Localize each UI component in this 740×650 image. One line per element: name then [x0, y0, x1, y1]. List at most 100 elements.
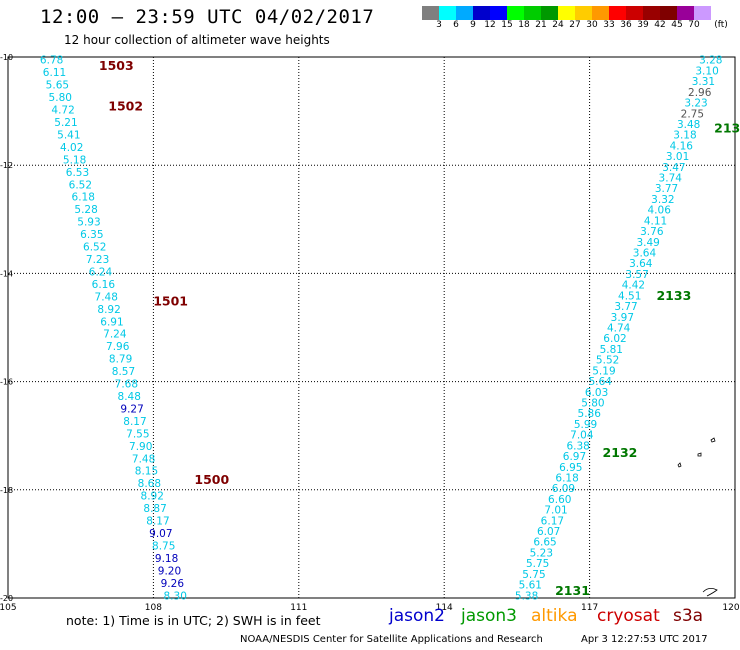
wave-height-value: 8.48 [118, 391, 141, 403]
wave-height-value: 6.91 [100, 316, 123, 328]
wave-height-value: 5.81 [600, 344, 623, 356]
wave-height-value: 8.68 [138, 478, 161, 490]
wave-height-value: 8.75 [152, 540, 175, 552]
wave-height-value: 6.78 [40, 55, 63, 67]
wave-height-value: 6.65 [533, 537, 556, 549]
legend-swatch [439, 6, 456, 20]
wave-height-value: 4.72 [51, 105, 74, 117]
wave-height-value: 7.23 [86, 254, 109, 266]
legend-swatch [626, 6, 643, 20]
wave-height-value: 6.38 [566, 440, 589, 452]
legend-tick-label: 70 [688, 20, 700, 30]
wave-height-value: 8.92 [141, 491, 164, 503]
satellite-key-jason2: jason2 [389, 606, 445, 626]
island-outlines [677, 437, 718, 597]
wave-height-value: 5.19 [592, 365, 615, 377]
longitude-label: 117 [581, 603, 598, 613]
wave-height-value: 9.27 [120, 403, 143, 415]
track-west: 6.786.115.655.804.725.215.414.025.186.53… [40, 55, 230, 603]
wave-height-value: 8.15 [135, 466, 158, 478]
wave-height-value: 9.20 [158, 565, 181, 577]
legend-tick-label: 42 [654, 20, 666, 30]
map-title: 12:00 – 23:59 UTC 04/02/2017 [40, 6, 375, 28]
units-note: note: 1) Time is in UTC; 2) SWH is in fe… [66, 613, 321, 628]
wave-height-value: 6.09 [552, 483, 575, 495]
wave-height-value: 6.53 [66, 167, 89, 179]
wave-height-value: 7.48 [95, 291, 118, 303]
wave-height-value: 6.18 [72, 192, 95, 204]
wave-height-value: 5.18 [63, 154, 86, 166]
wave-height-value: 8.87 [143, 503, 166, 515]
legend-swatch [694, 6, 711, 20]
orbit-label: 1501 [153, 293, 188, 308]
wave-height-value: 5.93 [77, 217, 100, 229]
legend-swatch [507, 6, 524, 20]
wave-height-value: 3.57 [625, 269, 648, 281]
wave-height-value: 6.95 [559, 462, 582, 474]
wave-height-value: 3.10 [695, 65, 718, 77]
wave-height-value: 3.64 [633, 248, 657, 260]
legend-tick-label: 33 [603, 20, 615, 30]
wave-height-value: 7.68 [115, 379, 138, 391]
satellite-key-cryosat: cryosat [597, 606, 660, 626]
wave-height-value: 3.32 [651, 194, 674, 206]
wave-height-value: 3.48 [677, 119, 700, 131]
longitude-label: 105 [0, 603, 17, 613]
wave-height-value: 3.18 [673, 130, 696, 142]
wave-height-value: 3.77 [614, 301, 637, 313]
wave-height-value: 5.64 [589, 376, 613, 388]
satellite-key-altika: altika [531, 606, 578, 626]
wave-height-value: 5.75 [522, 569, 545, 581]
wave-height-value: 5.52 [596, 355, 619, 367]
orbit-label: 2134 [714, 120, 740, 135]
wave-height-value: 8.79 [109, 354, 132, 366]
wave-height-value: 7.96 [106, 341, 130, 353]
wave-height-value: 2.96 [688, 87, 712, 99]
wave-height-value: 6.35 [80, 229, 103, 241]
wave-height-value: 9.07 [149, 528, 172, 540]
legend-swatch [473, 6, 490, 20]
latitude-label: -12 [0, 161, 13, 170]
orbit-label: 2132 [603, 445, 638, 460]
legend-tick-label: 6 [453, 20, 459, 30]
wave-height-value: 5.38 [515, 590, 538, 602]
legend-tick-label: 45 [671, 20, 683, 30]
longitude-label: 111 [290, 603, 307, 613]
wave-height-value: 7.48 [132, 453, 155, 465]
legend-swatch [541, 6, 558, 20]
orbit-label: 1502 [108, 99, 143, 114]
island-shape [697, 452, 702, 457]
wave-height-value: 8.92 [97, 304, 120, 316]
track-east: 3.283.103.312.963.232.753.483.184.163.01… [515, 55, 740, 603]
wave-height-value: 4.11 [644, 215, 667, 227]
wave-height-value: 7.55 [126, 428, 149, 440]
legend-tick-label: 18 [518, 20, 530, 30]
island-shape [677, 462, 682, 468]
wave-height-value: 6.03 [585, 387, 608, 399]
wave-height-value: 7.24 [103, 329, 127, 341]
wave-height-value: 7.01 [544, 505, 567, 517]
legend-swatch [592, 6, 609, 20]
wave-height-value: 6.02 [603, 333, 626, 345]
latitude-label: -14 [0, 269, 13, 278]
wave-height-value: 3.23 [684, 98, 707, 110]
color-legend [422, 6, 728, 20]
wave-height-value: 8.17 [123, 416, 146, 428]
wave-height-value: 5.41 [57, 129, 80, 141]
wave-height-value: 3.31 [692, 76, 715, 88]
legend-tick-label: 30 [586, 20, 598, 30]
legend-tick-label: 36 [620, 20, 632, 30]
wave-height-value: 6.17 [541, 515, 564, 527]
wave-height-value: 5.21 [54, 117, 77, 129]
wave-height-value: 3.47 [662, 162, 685, 174]
wave-height-value: 3.28 [699, 55, 722, 67]
wave-height-value: 3.76 [640, 226, 664, 238]
orbit-label: 1503 [99, 58, 134, 73]
orbit-label: 2131 [555, 583, 590, 598]
wave-height-value: 5.75 [526, 558, 549, 570]
wave-height-value: 3.01 [666, 151, 689, 163]
island-shape [710, 437, 716, 443]
satellite-key-s3a: s3a [673, 606, 704, 626]
wave-height-value: 6.11 [43, 67, 66, 79]
